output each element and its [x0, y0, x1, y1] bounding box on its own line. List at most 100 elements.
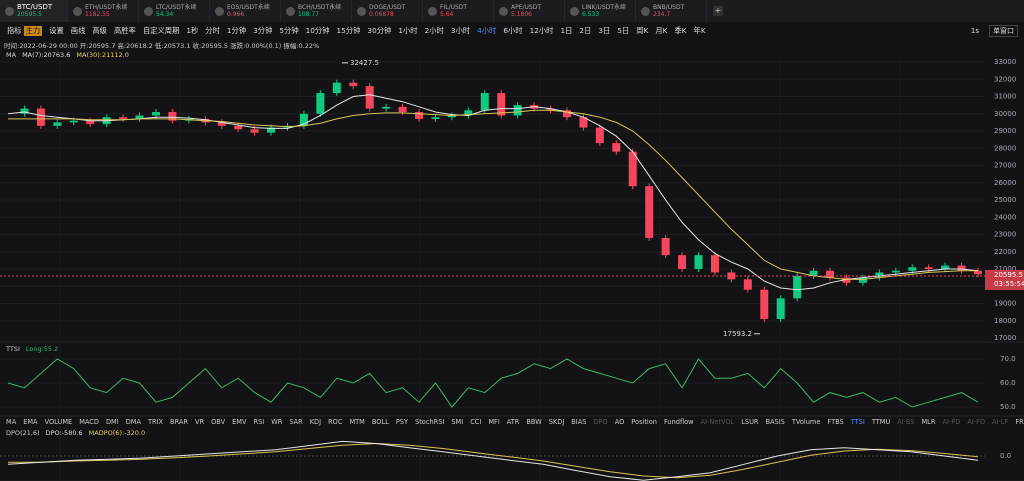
toolbar-item[interactable]: 5日: [617, 26, 630, 35]
indicator[interactable]: BASIS: [765, 418, 785, 426]
indicator[interactable]: SAR: [289, 418, 303, 426]
indicator[interactable]: BRAR: [170, 418, 188, 426]
tab[interactable]: APE/USDT 5.1806: [494, 0, 565, 22]
toolbar-item[interactable]: 主力: [23, 26, 43, 36]
indicator[interactable]: TRIX: [147, 418, 164, 426]
indicator[interactable]: TTMU: [871, 418, 891, 426]
indicator[interactable]: OBV: [211, 418, 226, 426]
toolbar-item[interactable]: 3分钟: [253, 26, 273, 35]
toolbar-item[interactable]: 设置: [49, 26, 64, 35]
indicator[interactable]: LSUR: [741, 418, 759, 426]
tab[interactable]: EOS/USDT永续 0.966: [210, 0, 281, 22]
indicator[interactable]: KDJ: [309, 418, 322, 426]
indicator[interactable]: ROC: [328, 418, 343, 426]
toolbar-item[interactable]: 年K: [693, 26, 706, 35]
indicator[interactable]: EMA: [23, 418, 38, 426]
toolbar-item[interactable]: 月K: [655, 26, 668, 35]
indicator[interactable]: BOLL: [371, 418, 389, 426]
toolbar-item[interactable]: 6小时: [503, 26, 523, 35]
indicator[interactable]: WR: [271, 418, 283, 426]
candle: [365, 86, 374, 109]
candle: [858, 277, 867, 283]
toolbar-item[interactable]: 5分钟: [279, 26, 299, 35]
toolbar-item[interactable]: 高胜率: [113, 26, 136, 35]
toolbar-item[interactable]: 指标: [7, 26, 22, 35]
indicator[interactable]: FTBS: [827, 418, 844, 426]
indicator[interactable]: CCI: [470, 418, 482, 426]
tab[interactable]: LINK/USDT永续 6.533: [565, 0, 636, 22]
ma7-line: [7, 94, 979, 291]
indicator[interactable]: SMI: [451, 418, 464, 426]
toolbar-item[interactable]: 2小时: [424, 26, 444, 35]
indicator[interactable]: MTM: [349, 418, 365, 426]
toolbar-item[interactable]: 4小时: [477, 26, 497, 35]
indicator[interactable]: BIAS: [571, 418, 587, 426]
toolbar-item[interactable]: 3小时: [450, 26, 471, 35]
indicator[interactable]: VOLUME: [44, 418, 73, 426]
toolbar-item[interactable]: 1分钟: [226, 26, 247, 35]
price-tick-label: 26000: [994, 179, 1016, 187]
candle: [661, 237, 670, 256]
info-item: 低:20573.1: [154, 42, 191, 50]
ttsi-tick-label: 50.0: [1000, 403, 1016, 411]
indicator[interactable]: StochRSI: [415, 418, 445, 426]
indicator[interactable]: DPO: [593, 418, 608, 426]
toolbar-item[interactable]: 画线: [70, 26, 86, 35]
toolbar-right-item[interactable]: 1s: [970, 27, 979, 35]
indicator[interactable]: TVolume: [791, 418, 821, 426]
indicator[interactable]: DMI: [105, 418, 119, 426]
toolbar-item[interactable]: 30分钟: [367, 26, 392, 35]
toolbar-item[interactable]: 1日: [560, 26, 573, 35]
tab[interactable]: BTC/USDT 20595.5: [0, 0, 68, 22]
tab[interactable]: ETH/USDT永续 1182.55: [68, 0, 139, 22]
indicator[interactable]: BBW: [526, 418, 542, 426]
indicator[interactable]: FR: [1015, 418, 1024, 426]
toolbar-item[interactable]: 高级: [92, 26, 107, 35]
indicator[interactable]: Position: [631, 418, 657, 426]
toolbar-item[interactable]: 1秒: [186, 26, 199, 35]
ttsi-tick-label: 60.0: [1000, 379, 1016, 387]
candle: [875, 272, 884, 278]
tab-name: APE/USDT: [511, 4, 542, 11]
tab-name: LTC/USDT永续: [156, 4, 197, 11]
toolbar-item[interactable]: 3日: [598, 26, 611, 35]
candle: [119, 117, 128, 119]
indicator[interactable]: AI-NetVOL: [700, 418, 735, 426]
indicator[interactable]: MACD: [79, 418, 99, 426]
tab[interactable]: BCH/USDT永续 108.77: [281, 0, 352, 22]
indicator[interactable]: PSY: [395, 418, 409, 426]
indicator[interactable]: MFI: [488, 418, 500, 426]
indicator[interactable]: AI-LF: [992, 418, 1009, 426]
tab[interactable]: LTC/USDT永续 54.34: [139, 0, 210, 22]
indicator[interactable]: DMA: [125, 418, 141, 426]
toolbar-item[interactable]: 1小时: [398, 26, 418, 35]
indicator[interactable]: AI-PD: [942, 418, 961, 426]
indicator[interactable]: AI-FD: [967, 418, 986, 426]
tab-text: BCH/USDT永续 108.77: [298, 4, 341, 18]
toolbar-item[interactable]: 10分钟: [305, 26, 330, 35]
indicator[interactable]: MA: [6, 418, 17, 426]
indicator[interactable]: EMV: [232, 418, 247, 426]
indicator[interactable]: AO: [614, 418, 625, 426]
toolbar-item[interactable]: 季K: [674, 26, 687, 35]
tab-text: BTC/USDT 20595.5: [17, 4, 52, 19]
indicator[interactable]: SKDJ: [548, 418, 565, 426]
indicator[interactable]: MLR: [921, 418, 936, 426]
add-tab[interactable]: +: [713, 6, 723, 16]
indicator[interactable]: AI-BS: [897, 418, 915, 426]
tab[interactable]: FIL/USDT 5.64: [423, 0, 494, 22]
toolbar-item[interactable]: 12小时: [529, 26, 554, 35]
indicator[interactable]: Fundflow: [663, 418, 694, 426]
toolbar-item[interactable]: 15分钟: [336, 26, 361, 35]
toolbar-item[interactable]: 自定义周期: [142, 26, 180, 35]
indicator[interactable]: ATR: [506, 418, 520, 426]
indicator[interactable]: VR: [194, 418, 205, 426]
indicator[interactable]: RSI: [253, 418, 265, 426]
tab[interactable]: DOGE/USDT 0.06878: [352, 0, 423, 22]
toolbar-right-item[interactable]: 单窗口: [989, 25, 1018, 37]
tab[interactable]: BNB/USDT 234.7: [636, 0, 707, 22]
indicator[interactable]: TTSI: [850, 418, 865, 426]
toolbar-item[interactable]: 分时: [205, 26, 220, 35]
toolbar-item[interactable]: 2日: [579, 26, 592, 35]
toolbar-item[interactable]: 周K: [636, 26, 649, 35]
